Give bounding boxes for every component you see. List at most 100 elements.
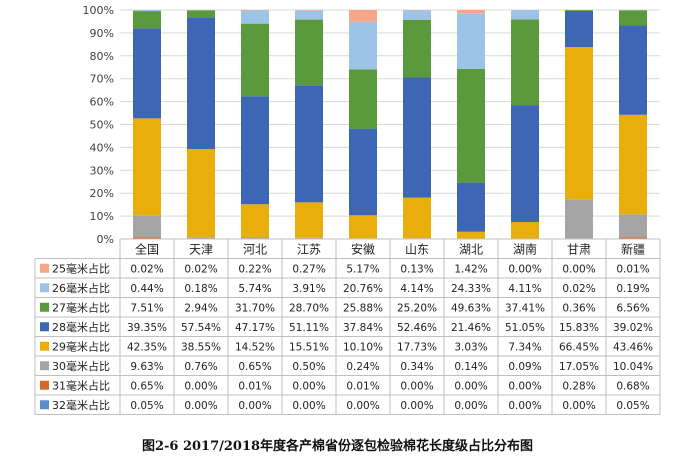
legend-swatch [40,341,49,351]
bar-segment [619,214,647,238]
data-cell: 0.02% [130,263,163,275]
bar-segment [133,237,161,239]
data-cell: 0.00% [508,263,541,275]
data-cell: 42.35% [127,341,167,353]
data-cell: 0.13% [400,263,433,275]
data-cell: 66.45% [559,341,599,353]
bar-segment [457,9,485,14]
bar-segment [457,182,485,232]
bar-segment [295,85,323,203]
data-cell: 0.00% [400,380,433,392]
data-cell: 51.11% [289,322,329,334]
data-cell: 0.65% [238,361,271,373]
legend-swatch [40,361,49,371]
category-label: 安徽 [351,241,375,256]
y-tick-label: 80% [90,50,114,63]
bar-segment [565,10,593,48]
data-cell: 52.46% [397,322,437,334]
data-cell: 24.33% [451,283,491,295]
bar-segment [133,215,161,238]
category-label: 天津 [189,242,213,256]
data-cell: 39.35% [127,322,167,334]
figure-caption: 图2-6 2017/2018年度各产棉省份逐包检验棉花长度级占比分布图 [142,438,533,454]
category-label: 甘肃 [567,242,591,256]
data-cell: 0.68% [616,380,649,392]
bar-segment [457,13,485,69]
bar-segment [187,148,215,238]
bar-segment [349,69,377,129]
bar-segment [511,105,539,222]
bar-segment [565,199,593,239]
category-label: 山东 [405,242,429,256]
legend-label: 28毫米占比 [52,320,110,334]
data-cell: 0.65% [130,380,163,392]
bar-segment [295,19,323,86]
y-tick-label: 40% [90,141,114,154]
bar-segment [349,128,377,216]
data-cell: 37.84% [343,322,383,334]
data-cell: 43.46% [613,341,653,353]
legend-label: 31毫米占比 [52,378,110,392]
y-tick-label: 90% [90,27,114,40]
data-cell: 6.56% [616,302,649,314]
bar-segment [241,10,269,24]
data-cell: 10.10% [343,341,383,353]
data-cell: 0.00% [454,380,487,392]
data-cell: 0.36% [562,302,595,314]
data-cell: 3.03% [454,341,487,353]
data-cell: 0.00% [562,400,595,412]
bar-segment [349,10,377,22]
data-cell: 0.22% [238,263,271,275]
data-cell: 14.52% [235,341,275,353]
bar-segment [241,9,269,11]
legend-swatch [40,380,49,390]
data-cell: 0.00% [346,400,379,412]
bar-segment [403,197,431,239]
bar-segment [133,28,161,119]
bar-segment [403,10,431,20]
category-label: 江苏 [297,242,321,256]
bar-segment [295,202,323,238]
y-tick-label: 30% [90,164,114,177]
legend-swatch [40,400,49,410]
bar-segment [187,237,215,239]
bar-segment [133,10,161,12]
data-table: 全国 天津 河北 江苏 安徽 山东 湖北 湖南 甘肃 新疆 25毫米占比 0.02% 0.02% 0.22… [34,238,661,415]
bar-segment [511,221,539,239]
bar-segment [295,10,323,20]
data-cell: 20.76% [343,283,383,295]
bar-segment [619,10,647,26]
bar-segment [511,19,539,106]
bar-segment [511,10,539,20]
data-cell: 0.50% [292,361,325,373]
data-cell: 0.00% [292,400,325,412]
legend-swatch [40,302,49,312]
bar-segment [349,215,377,239]
y-tick-label: 100% [83,4,114,17]
bar-segment [133,11,161,29]
data-cell: 0.02% [184,263,217,275]
data-cell: 0.01% [616,263,649,275]
bar-segment [619,237,647,239]
bar-segment [565,10,593,11]
category-label: 新疆 [621,241,645,256]
data-cell: 17.73% [397,341,437,353]
data-cell: 0.00% [508,400,541,412]
data-cell: 21.46% [451,322,491,334]
data-cell: 0.00% [238,400,271,412]
legend-label: 29毫米占比 [52,339,110,353]
data-cell: 7.34% [508,341,541,353]
bar-segment [457,68,485,183]
data-cell: 4.11% [508,283,541,295]
data-cell: 0.28% [562,380,595,392]
data-cell: 3.91% [292,283,325,295]
data-cell: 4.14% [400,283,433,295]
bar-segment [133,118,161,216]
data-cell: 0.24% [346,361,379,373]
data-cell: 49.63% [451,302,491,314]
data-cell: 0.02% [562,283,595,295]
data-cell: 7.51% [130,302,163,314]
data-cell: 0.27% [292,263,325,275]
legend-label: 32毫米占比 [52,398,110,412]
y-tick-label: 10% [90,210,114,223]
